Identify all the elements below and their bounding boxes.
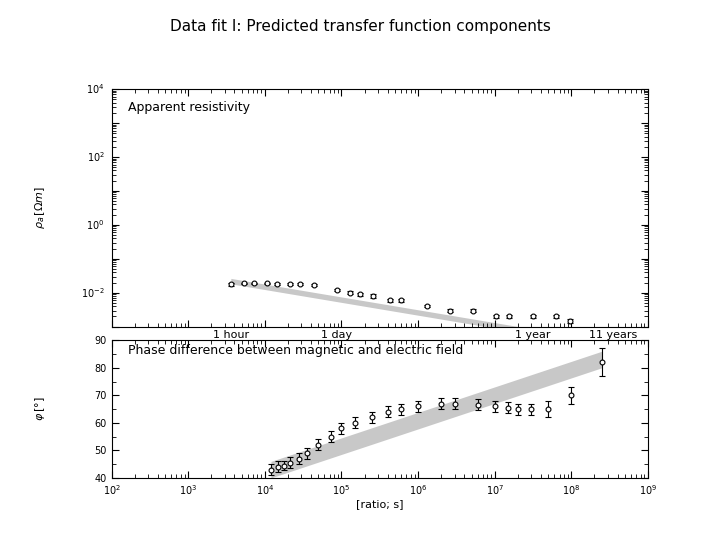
Text: $\rho_a\,[\Omega m]$: $\rho_a\,[\Omega m]$ (32, 186, 47, 230)
X-axis label: [ratio; s]: [ratio; s] (356, 500, 403, 509)
Text: Apparent resistivity: Apparent resistivity (127, 101, 250, 114)
Y-axis label: $\rho_a\,[\Omega\cdot m]$: $\rho_a\,[\Omega\cdot m]$ (0, 539, 1, 540)
Text: Data fit I: Predicted transfer function components: Data fit I: Predicted transfer function … (170, 19, 550, 34)
Text: $\varphi\,[°]$: $\varphi\,[°]$ (32, 397, 47, 421)
Text: 1 day: 1 day (321, 330, 352, 341)
Text: $10^2$: $10^2$ (86, 150, 104, 164)
Text: $10^{-2}$: $10^{-2}$ (81, 286, 104, 300)
Text: Phase difference between magnetic and electric field: Phase difference between magnetic and el… (127, 345, 463, 357)
Text: $10^0$: $10^0$ (86, 218, 104, 232)
Text: 1 hour: 1 hour (213, 330, 249, 341)
Text: $10^4$: $10^4$ (86, 82, 104, 96)
Text: 1 year: 1 year (516, 330, 551, 341)
Text: 11 years: 11 years (589, 330, 637, 341)
